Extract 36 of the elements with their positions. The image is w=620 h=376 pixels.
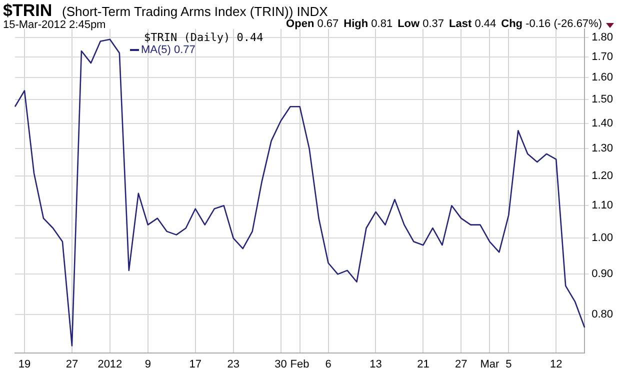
annotation: Low 0.37 — [398, 18, 444, 30]
x-tick-label: 30 — [274, 358, 287, 370]
legend-label: MA(5) 0.77 — [141, 44, 196, 56]
annotation: Last 0.44 — [449, 18, 496, 30]
annotation: 15-Mar-2012 2:45pm — [3, 19, 106, 31]
y-tick-label: 1.40 — [592, 117, 614, 130]
x-tick-label: 27 — [455, 358, 468, 370]
y-tick-label: 1.20 — [592, 170, 614, 182]
y-tick-label: 1.60 — [592, 72, 614, 84]
y-tick-label: 1.50 — [592, 94, 614, 106]
annotation: Open 0.67 — [286, 18, 339, 30]
chart-subtitle: (Short-Term Trading Arms Index (TRIN)) INDX — [62, 4, 328, 19]
x-tick-label: 21 — [417, 358, 430, 370]
y-tick-label: 0.80 — [592, 308, 614, 320]
x-tick-label: 23 — [227, 358, 240, 370]
x-tick-label: 19 — [18, 358, 31, 370]
x-tick-label: 2012 — [98, 358, 122, 370]
x-tick-label: Feb — [290, 358, 310, 370]
x-tick-label: 13 — [370, 358, 382, 370]
x-tick-label: Mar — [480, 358, 500, 370]
y-tick-label: 0.90 — [592, 268, 614, 280]
y-tick-label: 1.10 — [592, 200, 614, 212]
annotation: Chg -0.16 (-26.67%) — [501, 18, 602, 30]
x-tick-label: 9 — [144, 358, 151, 370]
y-tick-label: 1.00 — [592, 232, 614, 244]
x-tick-label: 5 — [506, 358, 512, 370]
y-tick-label: 1.80 — [592, 31, 614, 44]
x-tick-label: 12 — [550, 358, 562, 370]
chart-title: $TRIN — [3, 1, 52, 20]
y-tick-label: 1.70 — [592, 50, 614, 63]
annotation: $TRIN (Daily) 0.44 — [143, 31, 264, 44]
x-tick-label: 6 — [325, 358, 332, 370]
annotation: High 0.81 — [344, 18, 393, 30]
x-tick-label: 27 — [66, 358, 78, 370]
x-tick-label: 17 — [189, 358, 202, 370]
y-tick-label: 1.30 — [592, 142, 614, 155]
